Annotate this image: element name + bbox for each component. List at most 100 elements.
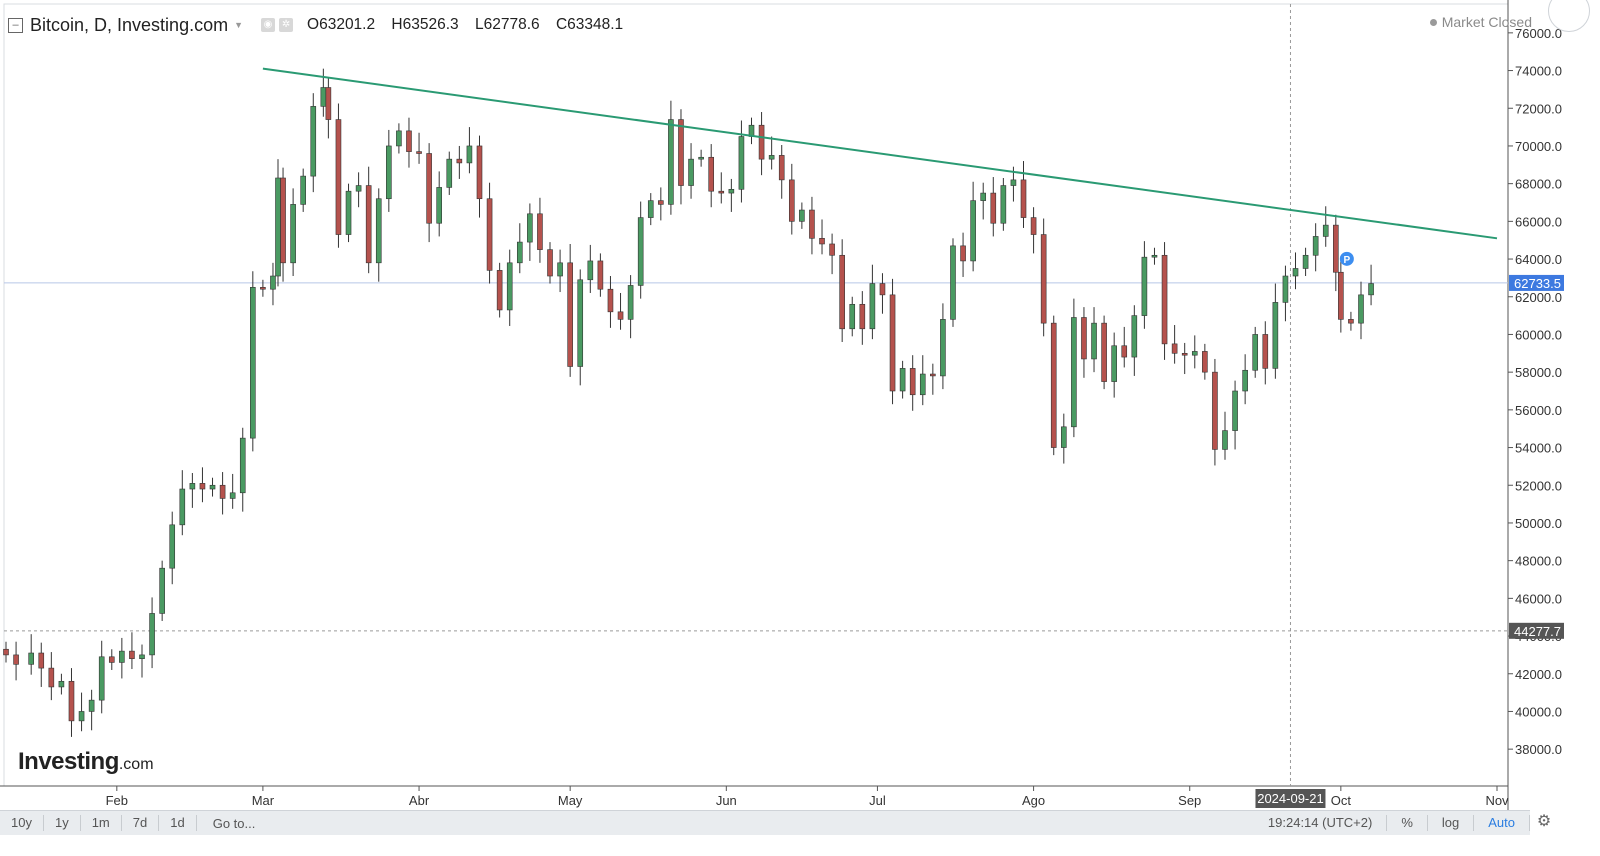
crosshair-date-tag	[1255, 789, 1326, 808]
x-tick-label: Jun	[716, 793, 737, 808]
candle-body	[527, 213, 533, 243]
candle-body	[506, 262, 513, 311]
range-1d-button[interactable]: 1d	[159, 815, 197, 831]
candle-body	[1368, 283, 1374, 296]
y-tick-label: 40000.0	[1515, 704, 1562, 719]
range-1m-button[interactable]: 1m	[81, 815, 122, 831]
candle-body	[1333, 224, 1339, 273]
chart-title[interactable]: Bitcoin, D, Investing.com	[30, 14, 229, 35]
x-tick-label: May	[558, 793, 583, 808]
candle-body	[270, 275, 276, 290]
candle-body	[728, 189, 735, 194]
candle-body	[1111, 345, 1117, 382]
candle-body	[260, 287, 266, 290]
candle-body	[1191, 351, 1198, 356]
candle-body	[547, 249, 553, 277]
x-tick-label: Oct	[1331, 793, 1352, 808]
candle-body	[1161, 254, 1168, 345]
candle-body	[229, 492, 236, 499]
candle-body	[788, 179, 795, 222]
chart-settings-gear-icon[interactable]: ⚙	[1536, 813, 1552, 830]
candle-body	[1071, 317, 1077, 428]
candle-body	[1181, 352, 1188, 356]
candle-body	[768, 155, 775, 160]
auto-scale-toggle[interactable]: Auto	[1474, 815, 1530, 831]
close-value: 63348.1	[567, 16, 624, 33]
candle-body	[859, 303, 866, 330]
y-tick-label: 56000.0	[1515, 403, 1562, 418]
trendline	[262, 67, 1498, 240]
candle-body	[3, 648, 9, 656]
gear-icon[interactable]: ✲	[279, 18, 294, 32]
range-7d-button[interactable]: 7d	[122, 815, 160, 831]
percent-toggle[interactable]: %	[1387, 815, 1428, 831]
candle-body	[119, 650, 125, 663]
candle-body	[1222, 430, 1228, 450]
candle-body	[1171, 343, 1178, 354]
candle-body	[758, 124, 765, 160]
candle-body	[345, 190, 352, 235]
candle-body	[1151, 254, 1158, 258]
candle-body	[1010, 179, 1017, 186]
candle-body	[637, 217, 644, 286]
open-value: 63201.2	[319, 16, 376, 33]
status-dot-icon	[1429, 18, 1437, 26]
y-tick-label: 76000.0	[1515, 26, 1562, 41]
x-tick-label: Ago	[1022, 793, 1045, 808]
eye-icon[interactable]: ◉	[261, 18, 276, 32]
y-tick-label: 72000.0	[1515, 101, 1562, 116]
candle-body	[179, 488, 186, 526]
candle-body	[1252, 334, 1259, 371]
candle-body	[1242, 369, 1248, 392]
range-1y-button[interactable]: 1y	[44, 815, 81, 831]
high-value: 63526.3	[402, 16, 459, 33]
candle-body	[456, 158, 463, 164]
bottom-toolbar: 10y 1y 1m 7d 1d Go to... 19:24:14 (UTC+2…	[0, 810, 1530, 835]
candle-body	[280, 177, 286, 264]
candle-body	[426, 153, 432, 224]
current-price-tag	[1509, 274, 1564, 291]
candle-body	[557, 262, 563, 277]
y-tick-label: 50000.0	[1515, 516, 1562, 531]
candle-body	[159, 567, 165, 614]
log-toggle[interactable]: log	[1428, 815, 1475, 831]
candle-body	[577, 279, 584, 367]
candle-body	[98, 656, 105, 701]
candle-body	[839, 254, 845, 330]
y-tick-label: 64000.0	[1515, 252, 1562, 267]
candle-body	[365, 185, 372, 264]
candle-body	[386, 145, 392, 200]
candle-body	[310, 106, 317, 177]
candle-body	[189, 483, 196, 490]
x-tick-label: Jul	[869, 793, 886, 808]
current-price-tag-label: 62733.5	[1514, 276, 1561, 291]
candle-body	[1040, 234, 1047, 324]
candle-body	[889, 294, 896, 392]
y-tick-label: 52000.0	[1515, 478, 1562, 493]
plot-area	[3, 3, 1509, 787]
candle-body	[627, 285, 634, 320]
y-tick-label: 70000.0	[1515, 139, 1562, 154]
candle-body	[169, 524, 176, 569]
go-to-button[interactable]: Go to...	[212, 815, 256, 831]
y-tick-label: 46000.0	[1515, 591, 1562, 606]
candle-body	[446, 158, 453, 188]
candle-body	[209, 484, 216, 490]
range-10y-button[interactable]: 10y	[0, 815, 44, 831]
candle-body	[658, 200, 664, 205]
collapse-icon[interactable]: –	[8, 17, 23, 33]
low-value: 62778.6	[483, 16, 540, 33]
candle-body	[738, 136, 745, 190]
candle-body	[678, 119, 684, 186]
y-tick-label: 58000.0	[1515, 365, 1562, 380]
candle-body	[819, 238, 825, 245]
candle-body	[139, 654, 145, 659]
candle-body	[980, 192, 987, 201]
candle-body	[436, 187, 442, 224]
chevron-down-icon[interactable]: ▼	[234, 20, 244, 30]
x-tick-label: Mar	[252, 793, 275, 808]
candle-body	[567, 262, 573, 367]
candle-body	[355, 185, 362, 192]
candle-body	[1358, 294, 1364, 324]
